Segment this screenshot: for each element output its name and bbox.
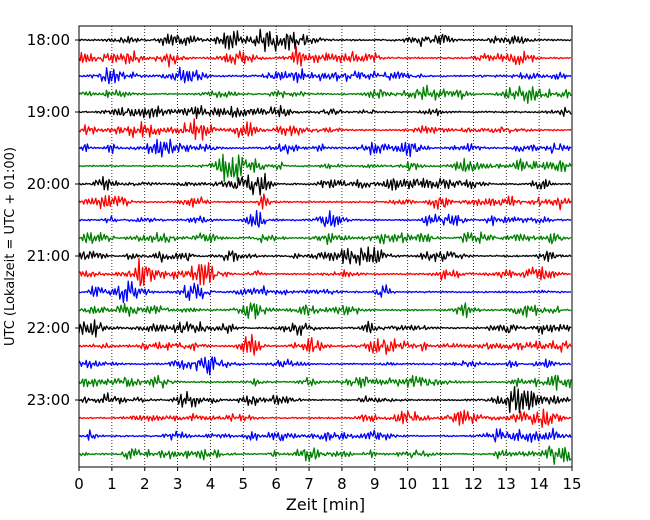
trace-row-2345 xyxy=(79,445,572,465)
x-tick-label: 9 xyxy=(370,475,380,493)
trace-row-2000 xyxy=(78,172,572,196)
trace-row-2130 xyxy=(78,280,572,304)
x-tick-label: 0 xyxy=(74,475,84,493)
trace-row-2315 xyxy=(78,408,572,429)
trace-row-2045 xyxy=(78,231,572,246)
x-tick-label: 5 xyxy=(239,475,249,493)
trace-row-1900 xyxy=(78,104,572,120)
trace-row-2015 xyxy=(78,193,572,211)
x-tick-label: 4 xyxy=(206,475,216,493)
trace-row-1830 xyxy=(78,66,572,85)
y-tick-label: 20:00 xyxy=(27,175,70,193)
x-tick-label: 8 xyxy=(337,475,347,493)
x-tick-label: 15 xyxy=(562,475,581,493)
trace-rows xyxy=(78,28,572,465)
x-tick-label: 2 xyxy=(140,475,150,493)
trace-row-1815 xyxy=(78,45,572,68)
x-tick-label: 11 xyxy=(431,475,450,493)
y-tick-label: 23:00 xyxy=(27,391,70,409)
trace-row-1930 xyxy=(78,138,572,158)
y-tick-label: 18:00 xyxy=(27,31,70,49)
y-tick-label: 21:00 xyxy=(27,247,70,265)
x-tick-label: 13 xyxy=(497,475,516,493)
trace-row-2030 xyxy=(78,210,572,228)
trace-row-2215 xyxy=(78,333,572,356)
x-tick-label: 14 xyxy=(530,475,549,493)
trace-row-1945 xyxy=(78,153,572,183)
trace-row-2230 xyxy=(78,356,572,376)
x-axis-ticks: 0 1 2 3 4 5 6 7 8 9 10 11 12 13 14 15 xyxy=(74,467,582,493)
x-tick-label: 3 xyxy=(173,475,183,493)
x-tick-label: 6 xyxy=(271,475,281,493)
trace-row-2245 xyxy=(78,374,572,391)
trace-row-2200 xyxy=(78,319,572,338)
trace-row-2330 xyxy=(78,427,572,443)
y-axis-label: UTC (Lokalzeit = UTC + 01:00) xyxy=(3,147,18,346)
trace-row-2300 xyxy=(78,385,572,414)
trace-row-1915 xyxy=(78,118,572,141)
y-axis-ticks: 18:00 19:00 20:00 21:00 22:00 23:00 xyxy=(27,31,79,409)
trace-row-1845 xyxy=(78,84,572,104)
plot-frame xyxy=(78,25,573,468)
y-tick-label: 22:00 xyxy=(27,319,70,337)
x-tick-label: 12 xyxy=(464,475,483,493)
x-tick-label: 7 xyxy=(304,475,314,493)
x-tick-label: 1 xyxy=(107,475,117,493)
trace-row-1800 xyxy=(78,28,572,53)
trace-row-2145 xyxy=(78,302,572,320)
trace-row-2100 xyxy=(78,246,572,266)
trace-row-2115 xyxy=(78,257,572,287)
x-axis-label: Zeit [min] xyxy=(286,495,365,514)
y-tick-label: 19:00 xyxy=(27,103,70,121)
x-tick-label: 10 xyxy=(398,475,417,493)
